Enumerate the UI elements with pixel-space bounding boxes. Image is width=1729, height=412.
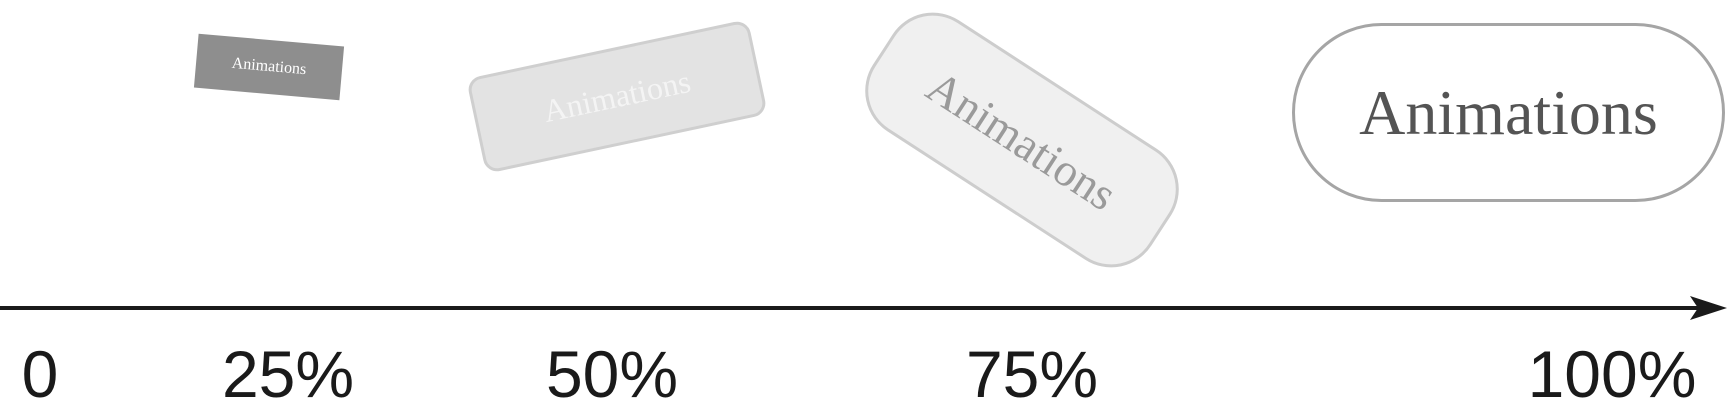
timeline-label-50: 50% bbox=[545, 337, 679, 411]
keyframe-box-100-text: Animations bbox=[1359, 76, 1658, 148]
timeline-label-25: 25% bbox=[221, 337, 355, 411]
timeline-label-0: 0 bbox=[21, 337, 59, 411]
timeline-label-100: 100% bbox=[1527, 337, 1697, 411]
timeline-axis bbox=[0, 296, 1727, 320]
timeline-label-75: 75% bbox=[965, 337, 1099, 411]
keyframe-box-100: Animations bbox=[1292, 23, 1725, 202]
timeline-arrowhead-icon bbox=[1690, 296, 1727, 320]
